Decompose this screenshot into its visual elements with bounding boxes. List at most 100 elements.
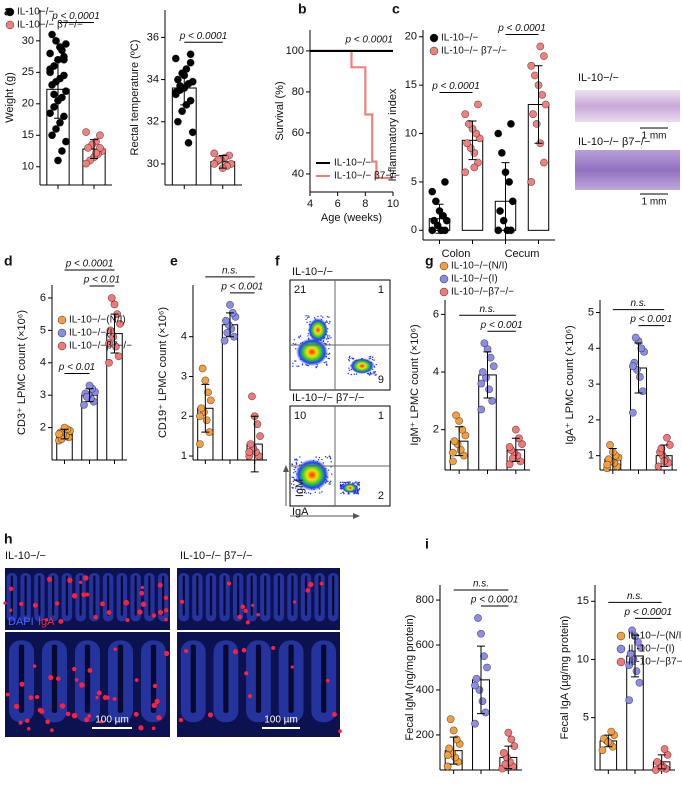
iga-cell (44, 617, 49, 622)
iga-cell (96, 690, 102, 696)
quadrant-value: 2 (378, 490, 384, 502)
flow-event (357, 483, 360, 485)
data-point (52, 125, 60, 133)
x-axis-label: Age (weeks) (321, 212, 382, 224)
flow-event (347, 493, 349, 495)
flow-event (309, 321, 311, 323)
flow-event (328, 483, 330, 485)
flow-event (292, 365, 294, 367)
y-axis-label: Inflammatory index (387, 88, 399, 181)
y-tick-label: 25 (22, 66, 34, 78)
iga-cell (5, 692, 10, 697)
flow-event (369, 357, 372, 360)
flow-event (348, 369, 351, 372)
flow-event (292, 480, 294, 483)
iga-cell (46, 576, 53, 582)
significance-label: p < 0.0001 (470, 595, 519, 606)
iga-cell (55, 676, 61, 681)
data-point (598, 746, 607, 755)
flow-event (316, 365, 318, 367)
flow-event (353, 373, 356, 375)
scale-label: 1 mm (642, 197, 667, 208)
flow-event (342, 491, 344, 493)
flow-event (292, 487, 294, 489)
y-tick-label: 60 (292, 127, 304, 139)
flow-event (330, 480, 332, 483)
flow-event (340, 492, 342, 494)
flow-event (325, 338, 328, 340)
flow-event (299, 456, 301, 458)
data-point (461, 110, 470, 119)
iga-cell (100, 601, 105, 607)
data-point (50, 90, 58, 99)
legend-label: IL-10−/−(N/I) (628, 631, 682, 642)
iga-cell (232, 649, 238, 655)
flow-event (301, 364, 304, 366)
y-tick-label: 15 (22, 129, 34, 141)
data-point (488, 396, 497, 405)
iga-cell (151, 613, 157, 618)
significance-label: p < 0.0001 (431, 81, 480, 92)
data-point (206, 396, 215, 405)
legend-label: IL-10−/−(N/I) (69, 315, 126, 326)
flow-event (355, 492, 357, 495)
flow-event (295, 461, 297, 464)
flow-event (352, 357, 355, 360)
legend-label: IL-10−/− (17, 7, 54, 18)
y-axis-label: Rectal temperature (ºC) (129, 40, 141, 156)
data-point (449, 448, 457, 457)
legend-label: IL-10−/− (441, 33, 478, 44)
flow-event (292, 342, 294, 345)
significance-label: p < 0.01 (83, 275, 120, 286)
data-point (606, 441, 614, 449)
flow-event (294, 487, 297, 489)
flow-event (343, 492, 345, 495)
iga-cell (93, 614, 98, 620)
flow-event (306, 321, 308, 323)
lumen (10, 575, 13, 616)
lumen (182, 575, 185, 616)
iga-cell (164, 617, 168, 622)
flow-event (371, 356, 374, 358)
data-point (470, 163, 479, 172)
data-point (431, 197, 440, 206)
x-tick-label: 8 (362, 198, 368, 210)
panel-label: h (4, 531, 13, 547)
significance-label: p < 0.0001 (624, 607, 673, 618)
flow-event (307, 315, 309, 317)
flow-event (368, 356, 370, 358)
iga-cell (325, 678, 330, 683)
data-point (110, 300, 119, 309)
survival-line (310, 49, 393, 180)
data-point (497, 149, 506, 157)
error-bar (449, 736, 458, 765)
data-point (632, 667, 641, 676)
data-point (226, 300, 234, 309)
flow-event (328, 347, 330, 350)
quadrant-value: 1 (378, 410, 384, 422)
flow-event (357, 484, 359, 486)
stain-label: DAPI (8, 616, 34, 628)
lumen (52, 575, 55, 616)
flow-event (329, 457, 332, 460)
flow-event (348, 356, 350, 358)
flow-event (325, 361, 327, 364)
flow-event (296, 365, 298, 367)
flow-event (357, 489, 360, 491)
error-bar (604, 734, 613, 748)
flow-event (328, 455, 331, 458)
data-point (452, 411, 460, 420)
flow-event (325, 320, 328, 322)
y-tick-label: 3 (181, 370, 187, 382)
iga-cell (71, 593, 78, 599)
iga-cell (290, 665, 294, 669)
data-point (507, 735, 516, 744)
iga-cell (113, 647, 117, 652)
data-point (496, 207, 504, 215)
iga-cell (58, 618, 64, 624)
flow-event (372, 373, 374, 375)
flow-event (307, 335, 309, 337)
iga-cell (81, 592, 87, 598)
data-point (499, 216, 508, 225)
data-point (505, 178, 514, 186)
